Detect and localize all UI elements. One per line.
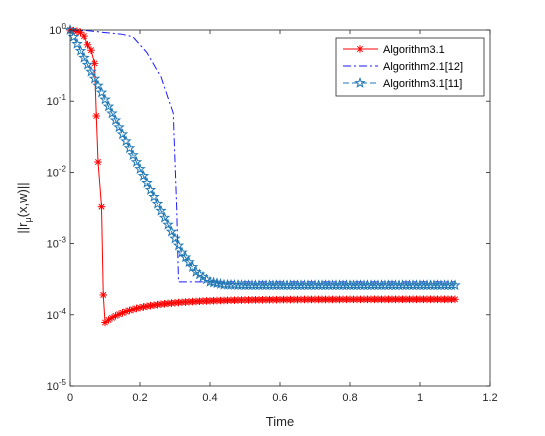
data-point-asterisk	[356, 45, 364, 53]
y-tick-label: 100	[49, 22, 66, 37]
series-1	[66, 26, 459, 327]
data-point-star	[155, 204, 167, 216]
y-tick-label-base: 10	[47, 310, 59, 322]
data-point-star	[137, 169, 150, 181]
data-point-star	[85, 65, 97, 77]
data-point-star	[211, 277, 223, 289]
y-tick-label: 10-2	[47, 164, 67, 179]
data-point-star	[186, 261, 199, 272]
data-point-star	[116, 128, 129, 140]
x-tick-label: 0.4	[202, 392, 217, 404]
legend: Algorithm3.1 Algorithm2.1[12] Algorithm3.1…	[335, 37, 485, 97]
y-tick-label: 10-3	[47, 236, 67, 251]
series-3	[64, 23, 461, 291]
legend-item: Algorithm3.1	[343, 44, 445, 56]
y-tick-label-exponent: -1	[59, 93, 67, 102]
data-point-star	[176, 246, 188, 258]
data-point-star	[445, 279, 458, 291]
data-point-star	[141, 176, 153, 188]
data-point-star	[214, 277, 227, 289]
legend-items: Algorithm3.1 Algorithm2.1[12] Algorithm3.1…	[343, 44, 463, 90]
data-point-asterisk	[99, 291, 108, 299]
series-line	[69, 29, 455, 283]
data-point-star	[71, 37, 83, 49]
x-tick-label: 0.2	[132, 392, 147, 404]
y-tick-label-exponent: -5	[59, 378, 67, 387]
data-point-asterisk	[451, 295, 459, 304]
data-point-asterisk	[94, 158, 102, 166]
data-point-star	[165, 225, 178, 237]
x-axis-label: Time	[266, 414, 294, 429]
data-point-asterisk	[83, 40, 92, 49]
data-point-star	[204, 275, 216, 287]
data-point-star	[113, 121, 125, 133]
data-point-star	[106, 107, 118, 119]
data-point-star	[183, 256, 195, 268]
data-point-star	[109, 114, 122, 126]
legend-label: Algorithm3.1	[383, 44, 445, 56]
data-point-star	[179, 251, 192, 263]
data-point-star	[172, 239, 185, 251]
y-tick-label-exponent: 0	[62, 22, 67, 31]
y-tick-label-base: 10	[47, 239, 59, 251]
data-point-star	[74, 44, 87, 56]
y-axis-label-suffix: (x,w)||	[15, 182, 30, 217]
y-tick-label: 10-1	[47, 93, 67, 108]
data-point-star	[144, 183, 157, 195]
legend-label: Algorithm2.1[12]	[383, 61, 463, 73]
data-point-star	[92, 79, 104, 91]
data-point-star	[78, 51, 90, 63]
data-point-star	[81, 58, 94, 70]
y-tick-label-exponent: -4	[59, 307, 67, 316]
data-point-star	[99, 93, 111, 105]
data-point-star	[123, 142, 136, 154]
series-2	[69, 29, 455, 283]
data-point-star	[354, 76, 366, 88]
series-layer	[64, 23, 461, 327]
data-point-star	[158, 211, 171, 223]
data-point-star	[127, 149, 139, 161]
data-point-star	[148, 190, 160, 202]
y-tick-label-exponent: -2	[59, 164, 67, 173]
data-point-star	[88, 72, 101, 84]
data-point-star	[207, 276, 220, 288]
y-tick-label-exponent: -3	[59, 236, 67, 245]
data-point-star	[169, 232, 181, 244]
y-tick-label-base: 10	[47, 96, 59, 108]
x-tick-label: 0.8	[342, 392, 357, 404]
data-point-star	[151, 197, 164, 209]
y-axis-label-subscript: μ	[23, 217, 33, 222]
data-point-star	[162, 218, 174, 230]
x-tick-label: 1.2	[482, 392, 497, 404]
y-tick-label: 10-4	[47, 307, 67, 322]
legend-item: Algorithm3.1[11]	[343, 76, 462, 90]
data-point-asterisk	[80, 32, 88, 40]
data-point-star	[449, 279, 461, 291]
y-axis-label-prefix: ||r	[15, 222, 30, 234]
data-point-star	[120, 135, 132, 147]
data-point-asterisk	[92, 112, 101, 120]
x-tick-label: 1	[417, 392, 423, 404]
y-tick-label: 10-5	[47, 378, 67, 393]
y-tick-label-base: 10	[47, 381, 59, 393]
axes-box	[69, 29, 491, 387]
legend-item: Algorithm2.1[12]	[343, 61, 463, 73]
x-tick-label: 0.6	[272, 392, 287, 404]
data-point-asterisk	[87, 46, 95, 55]
y-tick-label-base: 10	[49, 25, 61, 37]
x-tick-label: 0	[67, 392, 73, 404]
data-point-star	[134, 163, 146, 174]
y-axis-label: ||rμ(x,w)||	[15, 182, 33, 233]
data-point-star	[130, 156, 143, 168]
y-tick-label-base: 10	[47, 167, 59, 179]
legend-label: Algorithm3.1[11]	[383, 78, 462, 90]
data-point-star	[102, 100, 115, 112]
data-point-asterisk	[97, 202, 106, 211]
data-point-star	[95, 86, 108, 98]
